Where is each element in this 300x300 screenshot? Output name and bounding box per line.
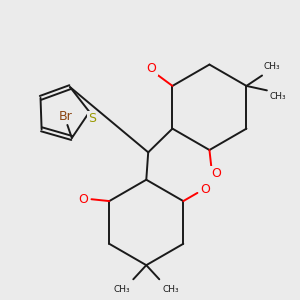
Text: CH₃: CH₃	[162, 285, 179, 294]
Text: O: O	[200, 183, 210, 196]
Text: O: O	[147, 62, 157, 75]
Text: O: O	[78, 193, 88, 206]
Text: CH₃: CH₃	[114, 285, 130, 294]
Text: O: O	[211, 167, 221, 180]
Text: S: S	[88, 112, 96, 125]
Text: Br: Br	[58, 110, 72, 123]
Text: CH₃: CH₃	[264, 62, 280, 71]
Text: CH₃: CH₃	[270, 92, 286, 101]
